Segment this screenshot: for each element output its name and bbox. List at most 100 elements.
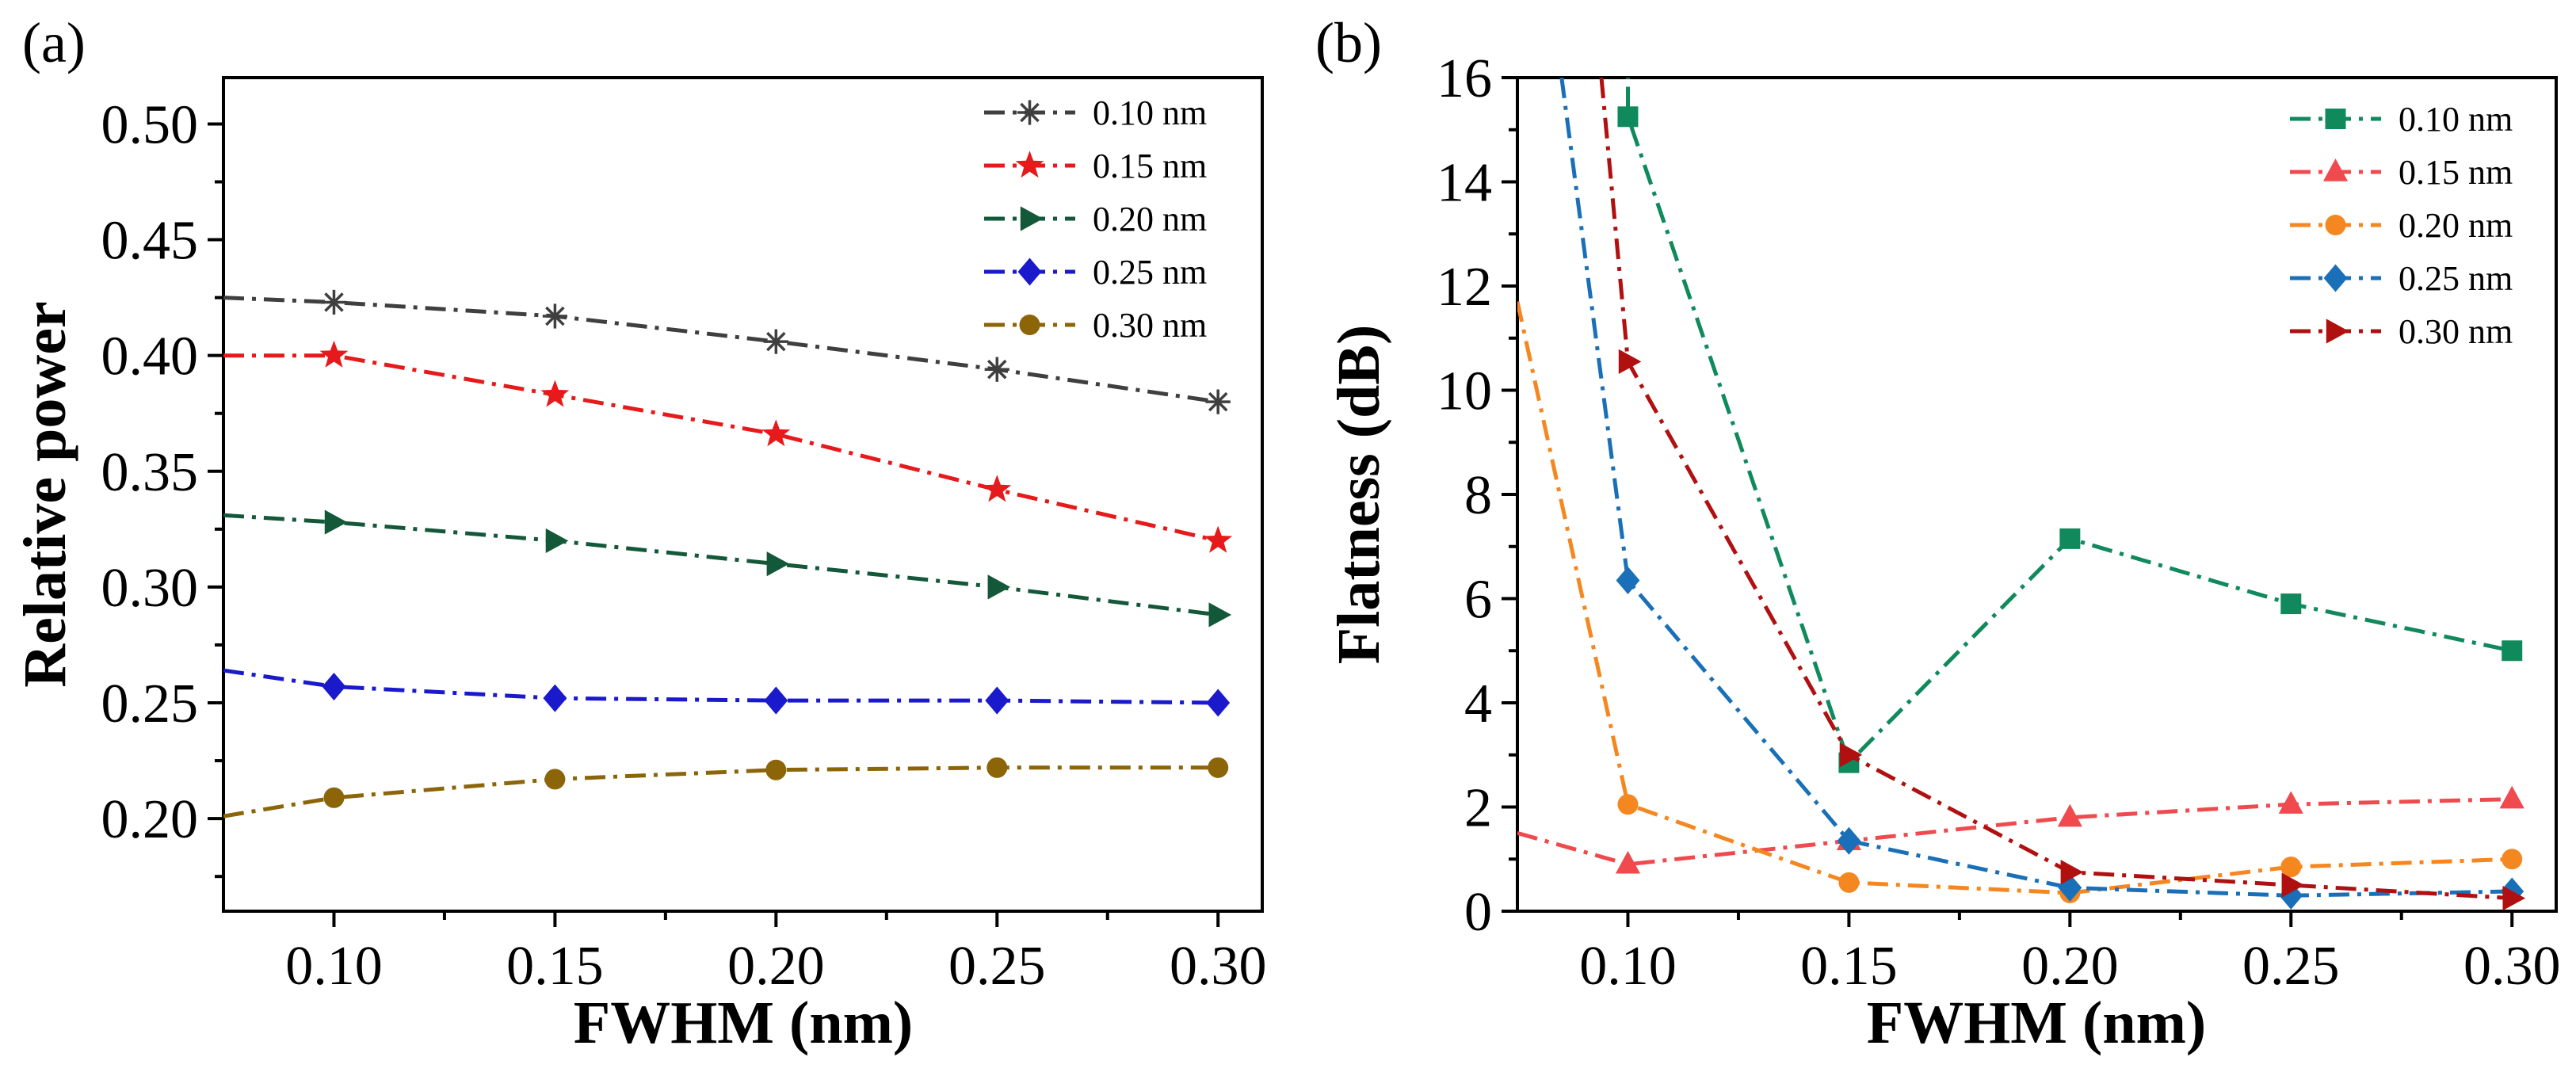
data-point [2057, 803, 2082, 827]
series-0-10-nm [223, 289, 1231, 414]
y-tick-label: 16 [1437, 48, 1492, 109]
legend-label: 0.15 nm [1093, 147, 1207, 185]
data-point [2499, 785, 2524, 809]
x-tick-label: 0.15 [1800, 936, 1898, 997]
panel-a-relative-power-chart: 0.10 0.15 0.20 0.25 0.30 0.20 0.25 0.30 0.35 0.40… [12, 11, 1266, 1056]
series-line [1559, 78, 2513, 898]
series-line [223, 668, 1219, 705]
data-point [1617, 794, 1639, 815]
data-point [2280, 857, 2302, 878]
data-point [985, 686, 1009, 715]
legend-marker [1015, 151, 1044, 178]
data-point [545, 528, 569, 554]
series-line [1517, 797, 2513, 867]
y-axis-title: Flatness (dB) [1326, 325, 1392, 665]
legend-label: 0.10 nm [1093, 93, 1207, 132]
plot-frame [1516, 76, 2558, 913]
legend: 0.10 nm 0.15 nm 0.20 nm 0.25 nm 0.30 nm [984, 93, 1207, 345]
series-line [1517, 301, 2513, 895]
data-point [761, 419, 791, 447]
data-point [1208, 602, 1232, 628]
legend-item: 0.20 nm [984, 200, 1207, 238]
data-point [1616, 566, 1640, 595]
plot-frame [222, 76, 1264, 913]
data-point [1205, 389, 1231, 414]
y-tick-label: 0.40 [101, 326, 199, 387]
y-tick-label: 10 [1437, 361, 1492, 422]
data-point [2060, 860, 2084, 885]
series-group [1517, 78, 2526, 911]
x-tick-label: 0.25 [948, 936, 1046, 997]
legend-label: 0.15 nm [2399, 153, 2513, 192]
x-tick-label: 0.15 [506, 936, 604, 997]
x-tick-label: 0.20 [2021, 936, 2119, 997]
data-point [2502, 885, 2526, 911]
x-axis-title: FWHM (nm) [574, 990, 913, 1056]
data-point [322, 672, 346, 701]
data-point [763, 329, 788, 354]
series-line [223, 513, 1219, 617]
legend-item: 0.10 nm [984, 93, 1207, 132]
x-axis-title: FWHM (nm) [1867, 990, 2206, 1056]
legend-label: 0.25 nm [1093, 253, 1207, 292]
legend-marker [2322, 158, 2349, 181]
y-tick-label: 0.50 [101, 94, 199, 155]
series-0-10-nm [1617, 78, 2523, 773]
data-point [319, 340, 349, 368]
legend-item: 0.20 nm [2290, 206, 2513, 245]
legend-item: 0.15 nm [2290, 153, 2513, 192]
legend-marker [2326, 319, 2349, 344]
legend-marker [2323, 264, 2348, 292]
y-tick-label: 8 [1464, 465, 1492, 526]
legend-item: 0.30 nm [984, 306, 1207, 345]
data-point [1617, 106, 1639, 128]
data-point [1615, 850, 1641, 874]
legend-marker [1017, 100, 1043, 125]
data-point [2502, 640, 2523, 662]
legend-marker [2325, 215, 2346, 235]
x-tick-label: 0.20 [727, 936, 825, 997]
data-point [1204, 525, 1233, 553]
panel-label: (a) [22, 11, 86, 74]
series-0-20-nm [223, 509, 1232, 628]
series-line [223, 353, 1219, 543]
legend-item: 0.30 nm [2290, 312, 2513, 351]
data-point [542, 303, 568, 329]
y-tick-label: 12 [1437, 257, 1492, 318]
series-0-30-nm [223, 757, 1229, 818]
series-group [223, 289, 1233, 818]
series-0-15-nm [1517, 785, 2524, 874]
panel-b-flatness-chart: 0.10 0.15 0.20 0.25 0.30 0 2 4 6 8 10 12 14 16 (b) FWHM… [1315, 11, 2560, 1056]
data-point [987, 757, 1008, 778]
panel-label: (b) [1315, 11, 1382, 74]
legend-label: 0.25 nm [2399, 259, 2513, 298]
legend-marker [2325, 109, 2346, 129]
legend-label: 0.10 nm [2399, 100, 2513, 139]
legend: 0.10 nm 0.15 nm 0.20 nm 0.25 nm 0.30 nm [2290, 100, 2513, 351]
series-line [1599, 78, 2513, 901]
y-tick-label: 0.30 [101, 558, 199, 619]
y-tick-label: 6 [1464, 570, 1492, 631]
series-0-30-nm [1599, 78, 2526, 911]
legend-item: 0.25 nm [2290, 259, 2513, 298]
series-line [1626, 78, 2513, 767]
legend-label: 0.30 nm [2399, 312, 2513, 351]
y-tick-label: 0.20 [101, 789, 199, 850]
x-tick-label: 0.30 [1170, 936, 1267, 997]
series-0-25-nm [223, 668, 1231, 717]
data-point [983, 475, 1012, 502]
x-tick-label: 0.25 [2242, 936, 2340, 997]
data-point [323, 787, 345, 808]
data-point [1839, 742, 1863, 768]
data-point [764, 686, 788, 715]
y-tick-label: 4 [1464, 673, 1492, 735]
data-point [321, 289, 347, 315]
series-0-15-nm [223, 340, 1233, 553]
y-tick-label: 0.35 [101, 442, 199, 503]
data-point [1206, 689, 1231, 717]
data-point [1618, 349, 1642, 374]
data-point [1837, 826, 1861, 855]
legend-label: 0.20 nm [2399, 206, 2513, 245]
data-point [2502, 849, 2523, 870]
legend-marker [1020, 206, 1044, 231]
